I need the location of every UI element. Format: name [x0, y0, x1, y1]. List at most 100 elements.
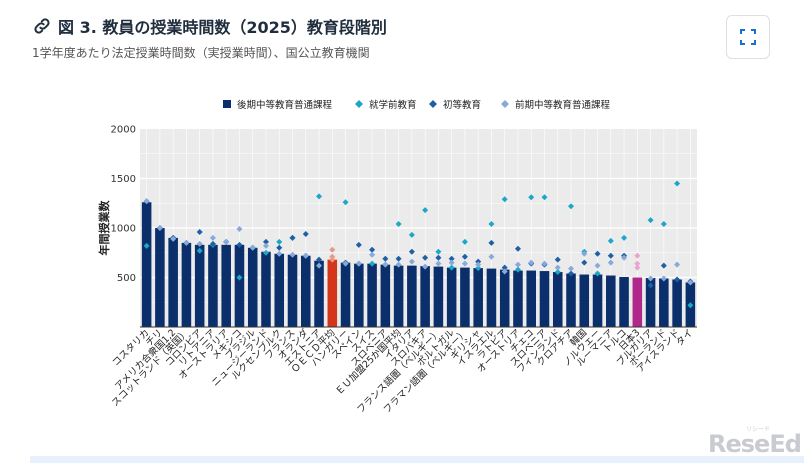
- bar: [367, 263, 377, 327]
- data-point-marker: [143, 242, 150, 249]
- data-point-marker: [316, 256, 323, 263]
- data-point-marker: [422, 207, 429, 214]
- data-point-marker: [528, 259, 535, 266]
- data-point-marker: [607, 259, 614, 266]
- bar: [340, 262, 351, 327]
- bar: [354, 263, 364, 327]
- data-point-marker: [607, 237, 614, 244]
- data-point-marker: [196, 247, 203, 254]
- data-point-marker: [501, 196, 508, 203]
- y-tick-label: 500: [117, 273, 136, 284]
- data-point-marker: [262, 242, 269, 249]
- data-point-marker: [488, 221, 495, 228]
- data-point-marker: [568, 265, 575, 272]
- data-point-marker: [435, 254, 442, 261]
- data-point-marker: [448, 259, 455, 266]
- y-tick-label: 1500: [111, 174, 136, 185]
- bar: [486, 268, 497, 327]
- data-point-marker: [369, 246, 376, 253]
- data-point-marker: [435, 260, 442, 267]
- legend-label: 就学前教育: [369, 99, 417, 111]
- data-point-marker: [262, 249, 269, 256]
- data-point-marker: [594, 250, 601, 257]
- data-point-marker: [621, 234, 628, 241]
- data-point-marker: [408, 258, 415, 265]
- bar: [208, 244, 218, 327]
- data-point-marker: [674, 180, 681, 187]
- data-point-marker: [236, 274, 243, 281]
- data-point-marker: [634, 264, 641, 271]
- data-point-marker: [634, 260, 641, 267]
- data-point-marker: [448, 255, 455, 262]
- bar: [619, 277, 629, 327]
- data-point-marker: [647, 217, 654, 224]
- bar: [460, 267, 470, 327]
- data-point-marker: [435, 248, 442, 255]
- data-point-marker: [355, 260, 362, 267]
- data-point-marker: [196, 240, 203, 247]
- data-point-marker: [395, 255, 402, 262]
- data-point-marker: [143, 198, 150, 205]
- bar: [194, 244, 205, 327]
- data-point-marker: [541, 260, 548, 267]
- chart-header: 図 3. 教員の授業時間数（2025）教育段階別: [32, 14, 387, 38]
- data-point-marker: [382, 255, 389, 262]
- data-point-marker: [329, 246, 336, 253]
- bar: [380, 264, 391, 327]
- data-point-marker: [408, 248, 415, 255]
- bar: [247, 247, 258, 327]
- bar: [300, 255, 311, 327]
- data-point-marker: [276, 250, 283, 257]
- data-point-marker: [448, 264, 455, 271]
- bar: [526, 270, 537, 327]
- data-point-marker: [647, 282, 654, 289]
- bar: [632, 277, 643, 327]
- expand-icon: [740, 29, 756, 45]
- data-point-marker: [183, 239, 190, 246]
- data-point-marker: [422, 254, 429, 261]
- data-point-marker: [554, 256, 561, 263]
- expand-button[interactable]: [726, 15, 770, 59]
- page-title: 図 3. 教員の授業時間数（2025）教育段階別: [58, 18, 387, 37]
- data-point-marker: [594, 270, 601, 277]
- data-point-marker: [223, 238, 230, 245]
- bar: [274, 253, 285, 327]
- data-point-marker: [660, 221, 667, 228]
- data-point-marker: [342, 199, 349, 206]
- data-point-marker: [568, 203, 575, 210]
- bar: [645, 277, 656, 327]
- data-point-marker: [607, 252, 614, 259]
- data-point-marker: [209, 234, 216, 241]
- data-point-marker: [316, 193, 323, 200]
- data-point-marker: [488, 253, 495, 260]
- legend-marker: [223, 100, 231, 108]
- data-point-marker: [674, 261, 681, 268]
- watermark-logo: ReseEd リシード: [708, 426, 802, 458]
- data-point-marker: [594, 262, 601, 269]
- legend-marker: [355, 100, 363, 108]
- bar: [168, 237, 178, 327]
- bar: [499, 269, 510, 327]
- data-point-marker: [249, 244, 256, 251]
- bar: [672, 279, 682, 327]
- data-point-marker: [461, 253, 468, 260]
- title-row: 図 3. 教員の授業時間数（2025）教育段階別: [32, 14, 387, 38]
- data-point-marker: [209, 240, 216, 247]
- data-point-marker: [488, 239, 495, 246]
- bar: [552, 272, 563, 327]
- data-point-marker: [554, 269, 561, 276]
- data-point-marker: [262, 238, 269, 245]
- bar: [234, 244, 245, 327]
- data-point-marker: [674, 276, 681, 283]
- bar: [420, 266, 430, 327]
- link-icon[interactable]: [32, 16, 52, 36]
- bar: [566, 273, 576, 327]
- data-point-marker: [554, 264, 561, 271]
- bar: [433, 266, 444, 327]
- data-point-marker: [276, 244, 283, 251]
- bar: [592, 274, 603, 327]
- bar: [221, 244, 231, 327]
- bar: [261, 251, 271, 327]
- bar: [141, 202, 152, 327]
